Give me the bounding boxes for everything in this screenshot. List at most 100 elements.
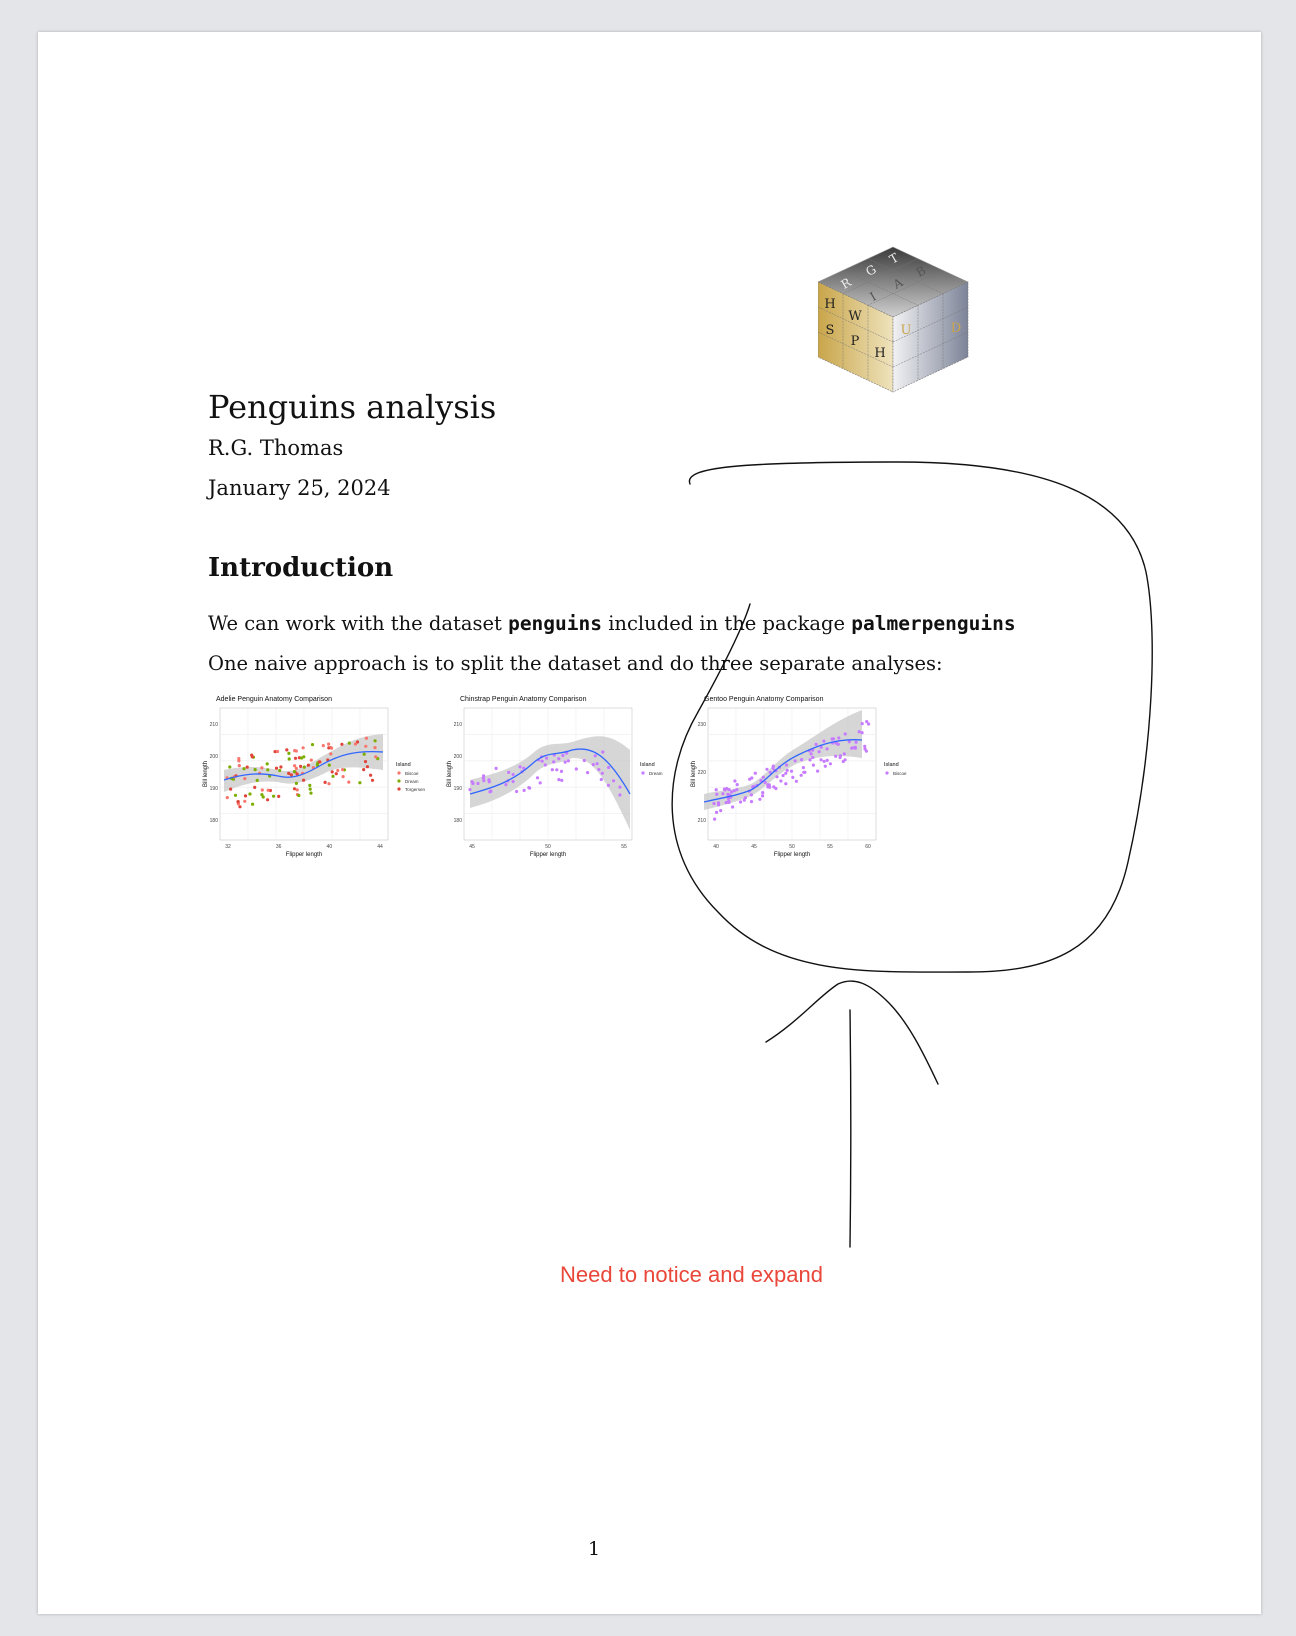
x-tick-label: 45: [469, 844, 475, 850]
data-point: [272, 794, 276, 798]
smooth-line: [223, 750, 384, 781]
data-point: [784, 771, 788, 775]
data-point: [784, 763, 789, 767]
data-point: [347, 741, 351, 745]
x-tick-label: 55: [827, 844, 833, 850]
data-point: [843, 732, 847, 736]
data-point: [800, 758, 804, 762]
data-point: [582, 758, 586, 763]
data-point: [300, 756, 304, 760]
chart-chinstrap: Chinstrap Penguin Anatomy Comparison 45 50…: [442, 690, 678, 868]
data-point: [309, 758, 313, 762]
data-point: [854, 740, 858, 744]
data-point: [761, 775, 765, 779]
data-point: [535, 776, 540, 780]
data-point: [860, 722, 864, 726]
data-point: [243, 799, 247, 803]
data-point: [292, 770, 296, 774]
data-point: [712, 801, 716, 806]
data-point: [557, 757, 561, 761]
data-point: [831, 737, 836, 741]
legend-key: [397, 779, 401, 783]
data-point: [369, 773, 373, 777]
data-point: [323, 780, 327, 784]
arrow-head: [765, 980, 939, 1085]
data-point: [808, 758, 812, 762]
data-point: [552, 760, 556, 764]
data-point: [540, 759, 544, 763]
y-tick-label: 210: [454, 722, 463, 728]
data-point: [309, 791, 313, 795]
data-point: [347, 780, 351, 784]
y-tick-label: 210: [698, 818, 707, 824]
data-point: [811, 763, 815, 767]
para-text: included in the package: [602, 612, 852, 635]
data-point: [563, 760, 567, 764]
data-point: [799, 773, 803, 777]
data-point: [601, 750, 605, 754]
data-point: [793, 759, 797, 763]
data-point: [835, 741, 839, 745]
legend-title: Island: [396, 762, 411, 768]
data-point: [330, 770, 334, 774]
data-point: [301, 746, 305, 750]
data-point: [727, 800, 731, 804]
data-point: [742, 798, 746, 802]
x-tick-label: 40: [713, 844, 719, 850]
data-point: [522, 788, 526, 792]
svg-text:D: D: [951, 321, 961, 336]
document-date: January 25, 2024: [208, 476, 391, 500]
data-point: [722, 787, 726, 791]
data-point: [593, 754, 597, 758]
data-point: [293, 756, 298, 760]
data-point: [750, 776, 754, 780]
para-text: We can work with the dataset: [208, 612, 509, 635]
data-point: [817, 750, 821, 754]
data-point: [518, 765, 522, 769]
data-point: [294, 781, 298, 785]
intro-paragraph: We can work with the dataset penguins in…: [208, 612, 1016, 635]
data-point: [837, 736, 841, 740]
chart-group: Adelie Penguin Anatomy Comparison 32 36 40 4…: [203, 696, 426, 858]
data-point: [266, 768, 270, 772]
data-point: [273, 750, 277, 754]
data-point: [287, 757, 291, 761]
data-point: [543, 763, 547, 767]
data-point: [719, 809, 723, 813]
legend-label: Torgersen: [405, 787, 426, 792]
data-point: [597, 767, 601, 772]
y-axis-label: Bill length: [203, 761, 209, 787]
data-point: [774, 786, 778, 791]
data-point: [228, 765, 232, 769]
data-point: [504, 783, 508, 787]
data-point: [843, 758, 847, 762]
document-page: R G T I A B H W S P H U D Penguins analy…: [38, 32, 1261, 1614]
data-point: [266, 788, 270, 792]
data-point: [822, 739, 826, 743]
svg-text:S: S: [826, 323, 835, 338]
data-point: [802, 770, 806, 774]
data-point: [233, 793, 238, 797]
y-axis-label: Bill length: [447, 761, 453, 787]
x-axis-label: Flipper length: [286, 852, 322, 858]
data-point: [765, 767, 769, 771]
data-point: [758, 797, 762, 801]
data-point: [842, 752, 846, 756]
data-point: [341, 768, 345, 772]
data-point: [374, 755, 378, 759]
data-point: [489, 789, 493, 793]
data-point: [586, 771, 590, 775]
data-point: [364, 744, 368, 748]
data-point: [237, 757, 241, 761]
code-penguins: penguins: [508, 612, 602, 635]
chart-gentoo: Gentoo Penguin Anatomy Comparison 40 45 50 5…: [686, 690, 922, 868]
data-point: [494, 766, 498, 770]
data-point: [791, 775, 795, 779]
legend-label: Dream: [405, 779, 419, 784]
data-point: [591, 763, 595, 767]
data-point: [511, 772, 515, 777]
arrow-shaft: [849, 1009, 852, 1248]
data-point: [761, 794, 765, 798]
y-tick-label: 220: [698, 770, 707, 776]
data-point: [293, 764, 297, 768]
